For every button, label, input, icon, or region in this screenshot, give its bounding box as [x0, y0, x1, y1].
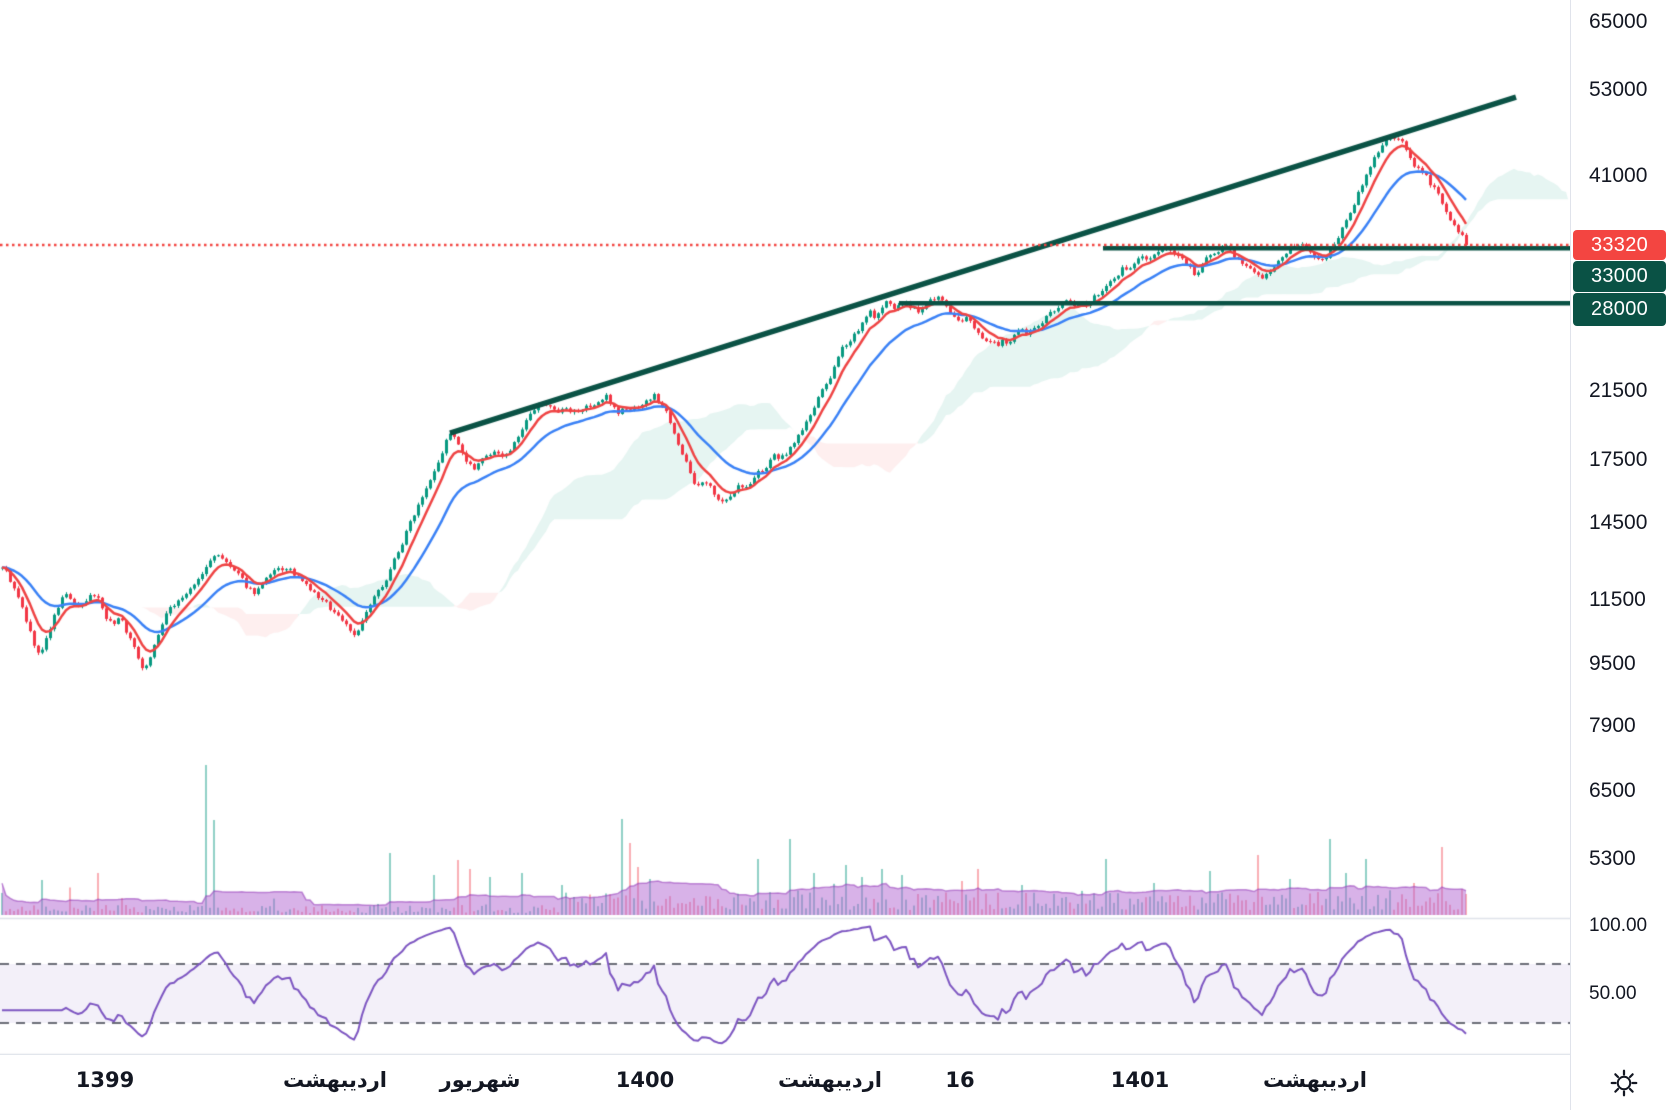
level-label-33000: 33000: [1573, 261, 1666, 293]
price-tick-5300: 5300: [1589, 847, 1636, 871]
time-tick-7: اردیبهشت: [1263, 1068, 1367, 1092]
time-tick-4: اردیبهشت: [778, 1068, 882, 1092]
price-tick-7900: 7900: [1589, 713, 1636, 737]
price-tick-53000: 53000: [1589, 78, 1648, 102]
price-tick-21500: 21500: [1589, 379, 1648, 403]
time-tick-0: 1399: [75, 1068, 135, 1092]
price-tick-9500: 9500: [1589, 652, 1636, 676]
price-tick-17500: 17500: [1589, 448, 1648, 472]
price-axis[interactable]: 65000 53000 41000 21500 17500 14500 11500 9500 7…: [1570, 0, 1669, 1110]
price-tick-14500: 14500: [1589, 511, 1648, 534]
time-tick-2: شهریور: [439, 1068, 521, 1092]
rsi-tick-50.00: 50.00: [1589, 982, 1637, 1004]
time-tick-6: 1401: [1110, 1068, 1170, 1092]
time-tick-3: 1400: [615, 1068, 675, 1092]
time-axis[interactable]: 1399 اردیبهشت شهریور 1400 اردیبهشت 16 1401 اردی…: [0, 1055, 1570, 1110]
settings-gear-button[interactable]: [1605, 1064, 1643, 1102]
price-tick-41000: 41000: [1589, 163, 1648, 187]
price-tick-11500: 11500: [1589, 588, 1646, 612]
gear-icon: [1609, 1068, 1639, 1098]
price-tick-65000: 65000: [1589, 9, 1648, 33]
price-tick-6500: 6500: [1589, 778, 1636, 802]
time-tick-5: 16: [945, 1068, 975, 1092]
time-tick-1: اردیبهشت: [283, 1068, 387, 1092]
rsi-tick-100.00: 100.00: [1589, 915, 1648, 936]
last-price-label: 33320: [1573, 230, 1666, 261]
level-label-28000: 28000: [1573, 293, 1666, 327]
